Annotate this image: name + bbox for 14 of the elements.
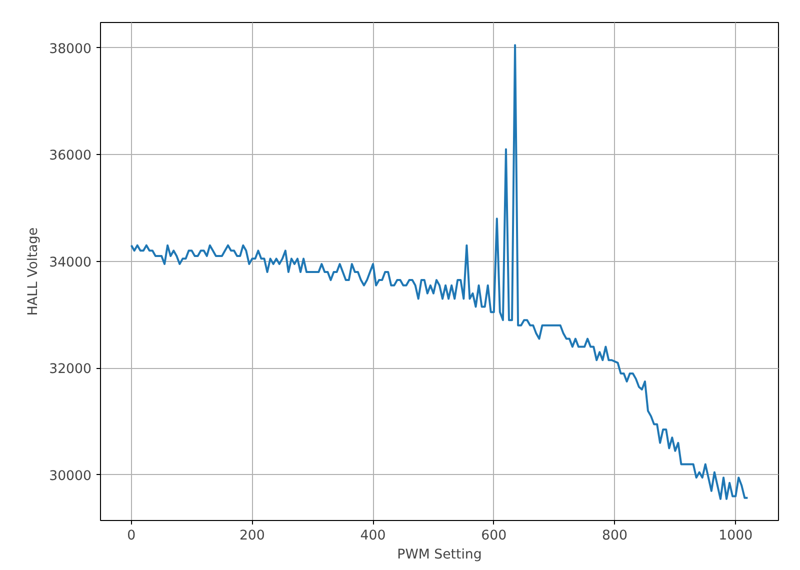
y-tick-label: 34000 (49, 255, 92, 270)
y-tick-label: 38000 (49, 42, 92, 57)
x-tick-label: 200 (239, 528, 265, 544)
x-tick-label: 800 (602, 528, 628, 544)
y-axis-title: HALL Voltage (26, 227, 42, 316)
x-tick-label: 1000 (718, 528, 753, 544)
x-tick-label: 600 (481, 528, 507, 544)
y-tick-label: 36000 (49, 148, 92, 164)
x-axis-title: PWM Setting (397, 548, 482, 562)
y-tick-label: 30000 (49, 468, 92, 484)
y-tick-label: 32000 (49, 362, 92, 378)
x-tick-label: 0 (127, 528, 136, 544)
x-tick-label: 400 (360, 528, 386, 544)
line-series (130, 44, 749, 500)
